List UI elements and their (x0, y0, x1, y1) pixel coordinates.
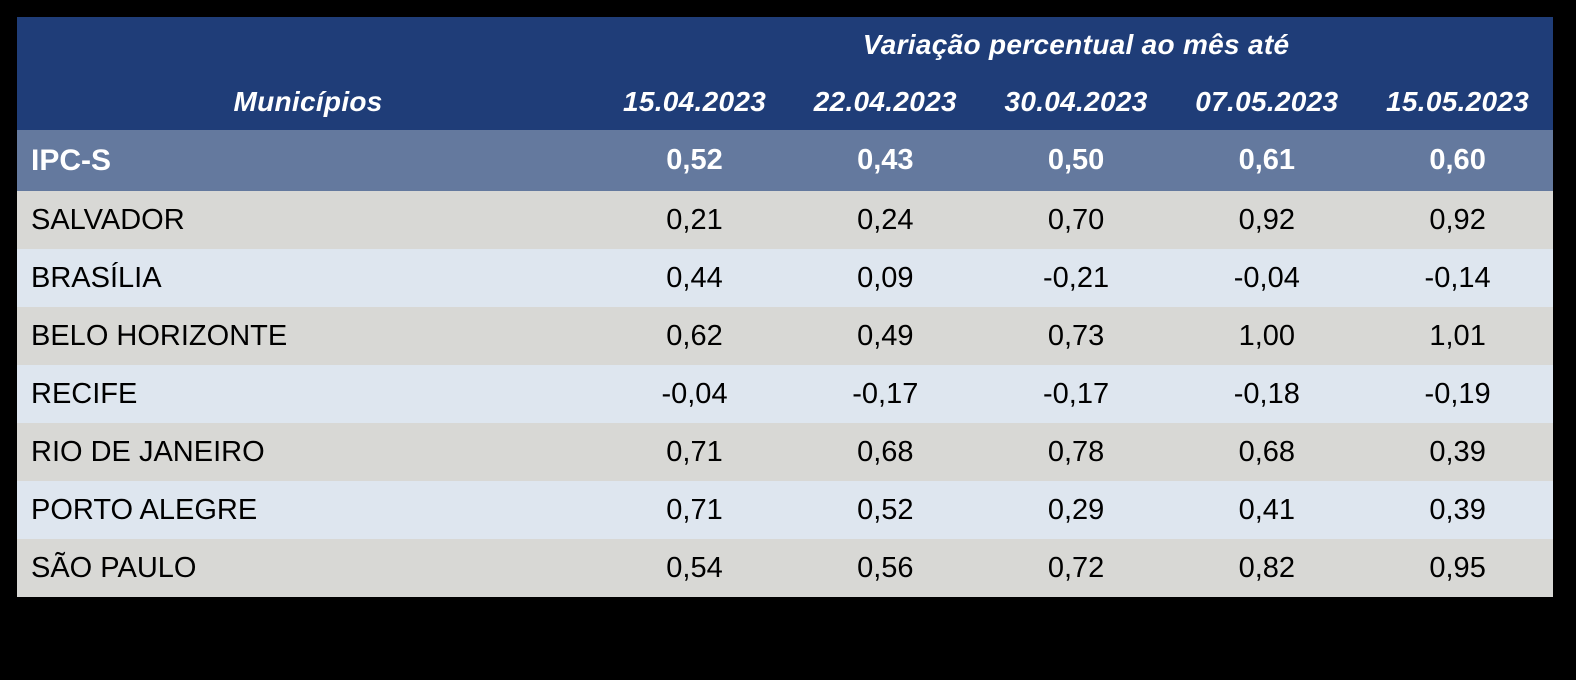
cell-value: -0,17 (789, 365, 981, 423)
table-title: Variação percentual ao mês até (862, 29, 1290, 60)
cell-value: 0,54 (599, 539, 790, 597)
date-header-4: 07.05.2023 (1195, 85, 1339, 117)
data-table: Variação percentual ao mês até Município… (17, 17, 1553, 597)
cell-value: -0,18 (1171, 365, 1363, 423)
table-row-ipcs: IPC-S 0,52 0,43 0,50 0,61 0,60 (17, 130, 1553, 191)
cell-value: -0,17 (980, 365, 1172, 423)
cell-value: 0,70 (980, 191, 1172, 249)
cell-value: 0,56 (789, 539, 981, 597)
table-row-porto-alegre: PORTO ALEGRE 0,71 0,52 0,29 0,41 0,39 (17, 481, 1553, 539)
table-header: Variação percentual ao mês até Município… (17, 17, 1553, 130)
cell-value: 0,44 (599, 249, 790, 307)
date-header-cell: 07.05.2023 (1171, 73, 1363, 130)
cell-value: 0,72 (980, 539, 1172, 597)
municipios-header: Municípios (233, 85, 383, 117)
cell-value: 0,39 (1362, 423, 1553, 481)
cell-value: 0,21 (599, 191, 790, 249)
cell-value: 0,43 (789, 130, 981, 191)
cell-value: 0,92 (1171, 191, 1363, 249)
date-header-5: 15.05.2023 (1386, 85, 1530, 117)
cell-value: 0,92 (1362, 191, 1553, 249)
cell-value: 0,41 (1171, 481, 1363, 539)
date-header-cell: 15.05.2023 (1362, 73, 1553, 130)
cell-value: -0,19 (1362, 365, 1553, 423)
date-header-cell: 22.04.2023 (789, 73, 981, 130)
table-title-cell: Variação percentual ao mês até (599, 17, 1553, 73)
cell-value: -0,21 (980, 249, 1172, 307)
cell-value: 0,73 (980, 307, 1172, 365)
cell-value: 1,00 (1171, 307, 1363, 365)
cell-value: 0,24 (789, 191, 981, 249)
table-row-belo-horizonte: BELO HORIZONTE 0,62 0,49 0,73 1,00 1,01 (17, 307, 1553, 365)
cell-value: 0,95 (1362, 539, 1553, 597)
cell-value: 0,60 (1362, 130, 1553, 191)
cell-value: 0,61 (1171, 130, 1363, 191)
cell-value: -0,14 (1362, 249, 1553, 307)
date-header-cell: 15.04.2023 (599, 73, 790, 130)
cell-value: 0,49 (789, 307, 981, 365)
row-label: BELO HORIZONTE (17, 307, 600, 365)
cell-value: 0,71 (599, 423, 790, 481)
row-label: SÃO PAULO (17, 539, 600, 597)
cell-value: 0,78 (980, 423, 1172, 481)
cell-value: 0,71 (599, 481, 790, 539)
cell-value: 0,68 (789, 423, 981, 481)
cell-value: 0,09 (789, 249, 981, 307)
row-label: IPC-S (17, 130, 600, 191)
cell-value: 0,50 (980, 130, 1172, 191)
table-row-recife: RECIFE -0,04 -0,17 -0,17 -0,18 -0,19 (17, 365, 1553, 423)
cell-value: 0,62 (599, 307, 790, 365)
date-header-cell: 30.04.2023 (980, 73, 1172, 130)
table-row-brasilia: BRASÍLIA 0,44 0,09 -0,21 -0,04 -0,14 (17, 249, 1553, 307)
table-row-sao-paulo: SÃO PAULO 0,54 0,56 0,72 0,82 0,95 (17, 539, 1553, 597)
cell-value: 0,39 (1362, 481, 1553, 539)
cell-value: 0,29 (980, 481, 1172, 539)
table-row-salvador: SALVADOR 0,21 0,24 0,70 0,92 0,92 (17, 191, 1553, 249)
table-body: IPC-S 0,52 0,43 0,50 0,61 0,60 SALVADOR … (17, 130, 1553, 597)
ipcs-variation-table: Variação percentual ao mês até Município… (17, 17, 1553, 597)
date-header-2: 22.04.2023 (813, 85, 957, 117)
table-row-rio-de-janeiro: RIO DE JANEIRO 0,71 0,68 0,78 0,68 0,39 (17, 423, 1553, 481)
cell-value: -0,04 (1171, 249, 1363, 307)
municipios-header-cell: Municípios (17, 73, 600, 130)
title-row: Variação percentual ao mês até (17, 17, 1553, 73)
cell-value: 0,52 (789, 481, 981, 539)
cell-value: -0,04 (599, 365, 790, 423)
row-label: RECIFE (17, 365, 600, 423)
title-row-spacer (17, 17, 600, 73)
row-label: PORTO ALEGRE (17, 481, 600, 539)
cell-value: 0,68 (1171, 423, 1363, 481)
row-label: RIO DE JANEIRO (17, 423, 600, 481)
cell-value: 0,82 (1171, 539, 1363, 597)
date-header-1: 15.04.2023 (622, 85, 767, 117)
row-label: BRASÍLIA (17, 249, 600, 307)
column-header-row: Municípios 15.04.2023 22.04.2023 30.04.2… (17, 73, 1553, 130)
date-header-3: 30.04.2023 (1004, 85, 1148, 117)
cell-value: 0,52 (599, 130, 790, 191)
row-label: SALVADOR (17, 191, 600, 249)
cell-value: 1,01 (1362, 307, 1553, 365)
